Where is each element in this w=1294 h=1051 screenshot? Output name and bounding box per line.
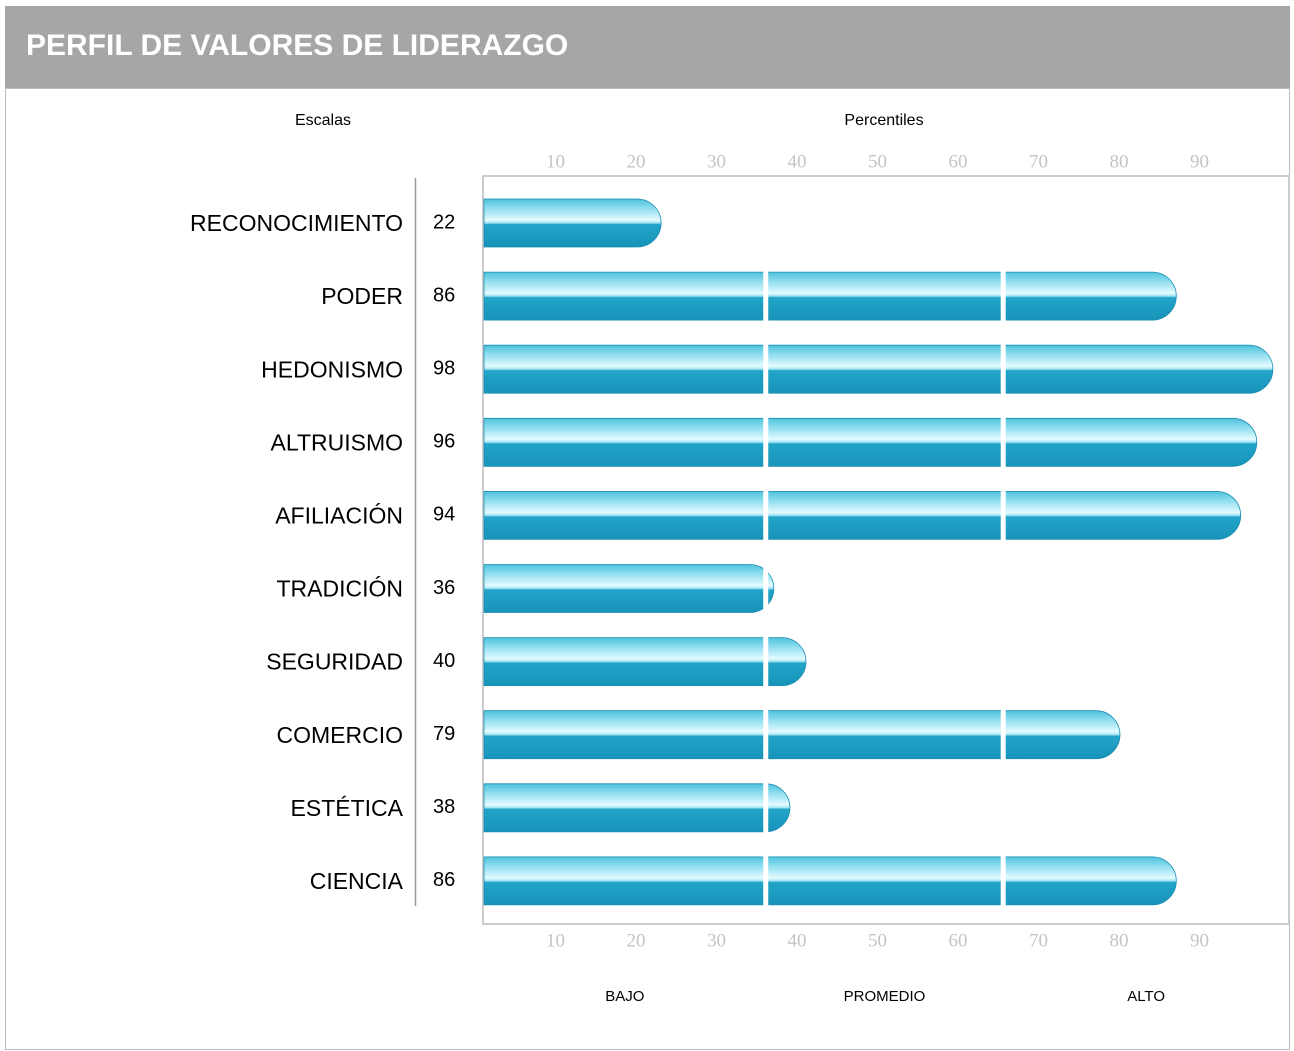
band-gap bbox=[1000, 855, 1006, 906]
value-label: 94 bbox=[433, 504, 455, 526]
x-tick-label-bottom: 90 bbox=[1190, 930, 1209, 951]
bar bbox=[483, 417, 1258, 467]
band-gap bbox=[1000, 490, 1006, 541]
category-label: TRADICIÓN bbox=[277, 576, 404, 602]
bar bbox=[483, 344, 1274, 394]
category-label: ALTRUISMO bbox=[271, 429, 403, 455]
x-tick-label-top: 50 bbox=[868, 151, 887, 172]
axis-label: Percentiles bbox=[844, 112, 923, 129]
band-gap bbox=[763, 636, 769, 687]
category-label: PODER bbox=[321, 283, 403, 309]
band-gap bbox=[1000, 709, 1006, 760]
bar bbox=[483, 637, 807, 686]
plot-area bbox=[482, 175, 1290, 925]
value-label: 79 bbox=[433, 723, 455, 745]
band-gap bbox=[763, 417, 769, 468]
x-tick-label-bottom: 50 bbox=[868, 930, 887, 951]
category-label: RECONOCIMIENTO bbox=[190, 210, 403, 236]
value-label: 86 bbox=[433, 284, 455, 306]
x-tick-label-top: 40 bbox=[788, 151, 807, 172]
value-label: 36 bbox=[433, 577, 455, 599]
x-tick-label-top: 60 bbox=[949, 151, 968, 172]
x-tick-label-bottom: 40 bbox=[788, 930, 807, 951]
category-label: CIENCIA bbox=[310, 868, 404, 894]
bar bbox=[483, 271, 1177, 321]
x-tick-label-bottom: 30 bbox=[707, 930, 726, 951]
bar bbox=[483, 198, 662, 248]
band-label: ALTO bbox=[1127, 988, 1165, 1005]
x-tick-label-top: 30 bbox=[707, 151, 726, 172]
category-label: ESTÉTICA bbox=[291, 795, 404, 821]
bar bbox=[483, 856, 1177, 906]
value-label: 40 bbox=[433, 650, 455, 672]
band-gap bbox=[763, 782, 769, 833]
category-label: HEDONISMO bbox=[261, 356, 403, 382]
band-gap bbox=[1000, 271, 1006, 322]
band-gap bbox=[763, 344, 769, 395]
value-label: 98 bbox=[433, 357, 455, 379]
band-gap bbox=[763, 709, 769, 760]
band-gap bbox=[763, 855, 769, 906]
band-gap bbox=[763, 490, 769, 541]
x-tick-label-top: 10 bbox=[546, 151, 565, 172]
value-label: 22 bbox=[433, 211, 455, 233]
x-tick-label-bottom: 80 bbox=[1110, 930, 1129, 951]
bar bbox=[483, 491, 1242, 540]
category-label: COMERCIO bbox=[277, 722, 404, 748]
band-label: BAJO bbox=[605, 988, 644, 1005]
header-bar bbox=[5, 6, 1290, 88]
band-gap bbox=[1000, 417, 1006, 468]
value-label: 86 bbox=[433, 869, 455, 891]
band-gap bbox=[763, 563, 769, 614]
value-label: 96 bbox=[433, 431, 455, 453]
x-tick-label-top: 70 bbox=[1029, 151, 1048, 172]
x-tick-label-bottom: 60 bbox=[949, 930, 968, 951]
chart-title: PERFIL DE VALORES DE LIDERAZGO bbox=[26, 29, 568, 62]
band-label: PROMEDIO bbox=[844, 988, 926, 1005]
x-tick-label-bottom: 70 bbox=[1029, 930, 1048, 951]
x-tick-label-top: 20 bbox=[627, 151, 646, 172]
x-tick-label-top: 80 bbox=[1110, 151, 1129, 172]
x-tick-label-top: 90 bbox=[1190, 151, 1209, 172]
category-label: SEGURIDAD bbox=[266, 649, 403, 675]
bar bbox=[483, 564, 775, 613]
band-gap bbox=[1000, 344, 1006, 395]
bar bbox=[483, 710, 1121, 760]
x-tick-label-bottom: 10 bbox=[546, 930, 565, 951]
bar bbox=[483, 783, 791, 833]
x-tick-label-bottom: 20 bbox=[627, 930, 646, 951]
band-gap bbox=[763, 271, 769, 322]
category-header: Escalas bbox=[295, 112, 351, 129]
value-label: 38 bbox=[433, 796, 455, 818]
category-label: AFILIACIÓN bbox=[275, 502, 403, 528]
